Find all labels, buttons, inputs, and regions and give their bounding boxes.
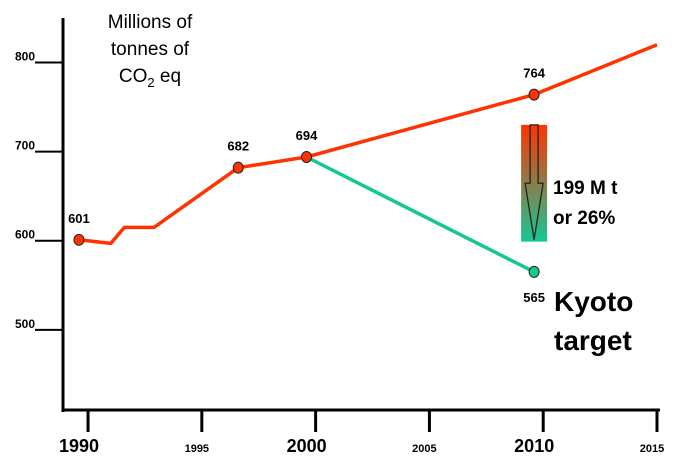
- x-tick-label: 2015: [640, 443, 664, 455]
- y-tick-label: 600: [15, 228, 35, 242]
- data-label-565: 565: [523, 290, 545, 305]
- y-axis-ticks: 500 600 700 800: [15, 50, 63, 331]
- data-point-764: [528, 88, 540, 101]
- unit-label-eq: eq: [155, 66, 181, 87]
- x-tick-label: 2010: [514, 436, 554, 456]
- unit-label-line-2: tonnes of: [111, 39, 190, 60]
- data-label-682: 682: [227, 139, 249, 154]
- kyoto-target-label-line-2: target: [554, 325, 632, 356]
- kyoto-target-label-line-1: Kyoto: [554, 286, 633, 317]
- data-point-565: [528, 265, 540, 278]
- x-tick-label: 1995: [185, 443, 209, 455]
- x-tick-label: 2005: [412, 443, 436, 455]
- x-tick-label: 1990: [59, 436, 99, 456]
- axes: [61, 18, 660, 412]
- unit-label-subscript: 2: [147, 75, 154, 90]
- data-label-764: 764: [523, 66, 545, 81]
- reduction-arrow: [521, 124, 548, 242]
- reduction-annotation-line-1: 199 M t: [553, 178, 618, 199]
- unit-label-line-1: Millions of: [108, 12, 193, 33]
- unit-label-co: CO: [119, 66, 148, 87]
- data-point-682: [232, 161, 244, 174]
- x-tick-label: 2000: [287, 436, 327, 456]
- unit-label-line-3: CO2 eq: [119, 66, 181, 90]
- series-lines: [78, 43, 658, 274]
- y-tick-label: 800: [15, 50, 35, 64]
- reduction-arrow-outline: [524, 124, 544, 240]
- data-point-markers: [73, 88, 540, 278]
- reduction-annotation-line-2: or 26%: [553, 208, 615, 229]
- data-point-labels: 601 682 694 764 565: [68, 66, 546, 305]
- data-point-601: [73, 233, 85, 246]
- series-line-1: [305, 155, 535, 274]
- y-tick-label: 700: [15, 139, 35, 153]
- data-label-601: 601: [68, 211, 90, 226]
- y-tick-label: 500: [15, 317, 35, 331]
- data-point-694: [301, 150, 313, 163]
- x-axis-ticks: 1990 1995 2000 2005 2010 2015: [59, 409, 664, 456]
- series-line-0: [78, 43, 658, 246]
- data-label-694: 694: [296, 128, 318, 143]
